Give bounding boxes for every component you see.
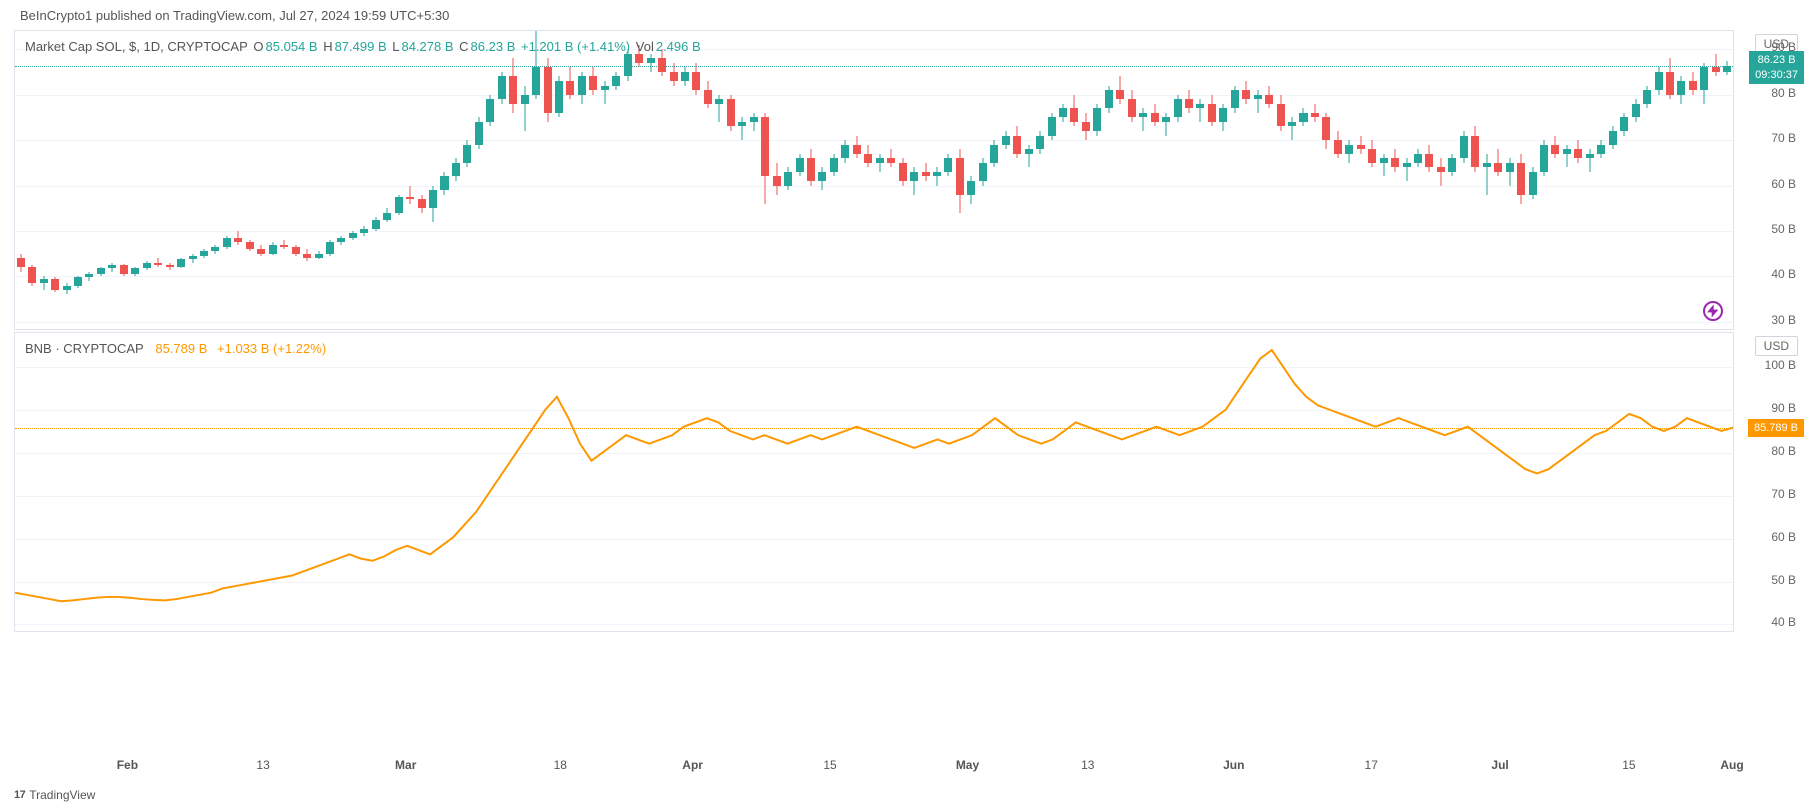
publish-header: BeInCrypto1 published on TradingView.com… [0, 0, 1804, 31]
o-label: O [253, 39, 263, 54]
top-price-line [15, 66, 1733, 67]
top-price-tag: 86.23 B 09:30:37 [1749, 51, 1804, 84]
price-tag-countdown: 09:30:37 [1755, 68, 1798, 82]
bottom-currency-label[interactable]: USD [1755, 336, 1798, 356]
bottom-legend: BNB · CRYPTOCAP 85.789 B +1.033 B (+1.22… [25, 341, 328, 356]
vol-val: 2.496 B [656, 39, 701, 54]
o-val: 85.054 B [266, 39, 318, 54]
bnb-val: 85.789 B [155, 341, 207, 356]
top-pane[interactable]: Market Cap SOL, $, 1D, CRYPTOCAP O85.054… [14, 30, 1734, 330]
top-legend: Market Cap SOL, $, 1D, CRYPTOCAP O85.054… [25, 39, 703, 54]
y-axis-right[interactable]: USD 30 B40 B50 B60 B70 B80 B90 B 86.23 B… [1734, 30, 1804, 758]
price-tag-value: 86.23 B [1755, 53, 1798, 67]
c-label: C [459, 39, 468, 54]
h-val: 87.499 B [335, 39, 387, 54]
tradingview-logo-icon: 17 [14, 789, 25, 801]
c-val: 86.23 B [471, 39, 516, 54]
l-label: L [392, 39, 399, 54]
bottom-price-tag: 85.789 B [1748, 419, 1804, 437]
tradingview-brand: TradingView [29, 788, 95, 802]
chart-area: Market Cap SOL, $, 1D, CRYPTOCAP O85.054… [14, 30, 1734, 758]
bottom-price-tag-value: 85.789 B [1754, 421, 1798, 435]
bnb-chg: +1.033 B (+1.22%) [217, 341, 326, 356]
x-axis[interactable]: Feb13Mar18Apr15May13Jun17Jul15Aug [14, 758, 1734, 778]
bottom-pane[interactable]: BNB · CRYPTOCAP 85.789 B +1.033 B (+1.22… [14, 332, 1734, 632]
l-val: 84.278 B [401, 39, 453, 54]
vol-label: Vol [636, 39, 654, 54]
bnb-symbol: BNB · CRYPTOCAP [25, 341, 144, 356]
line-series [15, 333, 1733, 631]
h-label: H [323, 39, 332, 54]
publish-text: BeInCrypto1 published on TradingView.com… [20, 8, 449, 23]
footer: 17 TradingView [14, 788, 95, 802]
symbol-name: Market Cap SOL, $, 1D, CRYPTOCAP [25, 39, 248, 54]
flash-icon[interactable] [1703, 301, 1723, 321]
chg-val: +1.201 B (+1.41%) [521, 39, 630, 54]
